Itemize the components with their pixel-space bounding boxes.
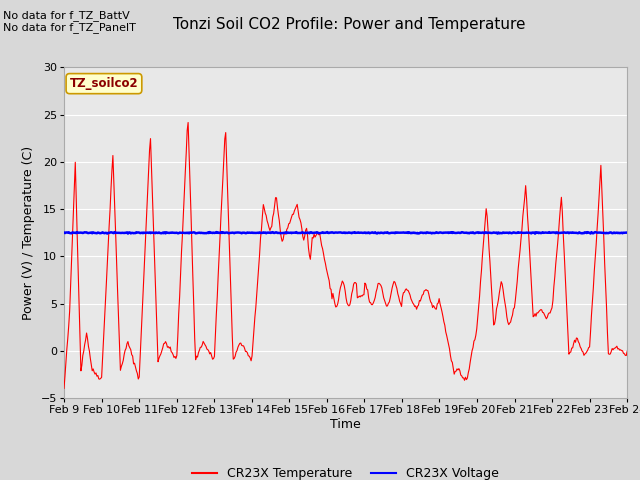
X-axis label: Time: Time [330, 418, 361, 431]
Text: No data for f_TZ_BattV: No data for f_TZ_BattV [3, 11, 130, 22]
Text: No data for f_TZ_PanelT: No data for f_TZ_PanelT [3, 22, 136, 33]
Text: Tonzi Soil CO2 Profile: Power and Temperature: Tonzi Soil CO2 Profile: Power and Temper… [173, 17, 525, 32]
Legend: CR23X Temperature, CR23X Voltage: CR23X Temperature, CR23X Voltage [187, 462, 504, 480]
Y-axis label: Power (V) / Temperature (C): Power (V) / Temperature (C) [22, 146, 35, 320]
Text: TZ_soilco2: TZ_soilco2 [70, 77, 138, 90]
